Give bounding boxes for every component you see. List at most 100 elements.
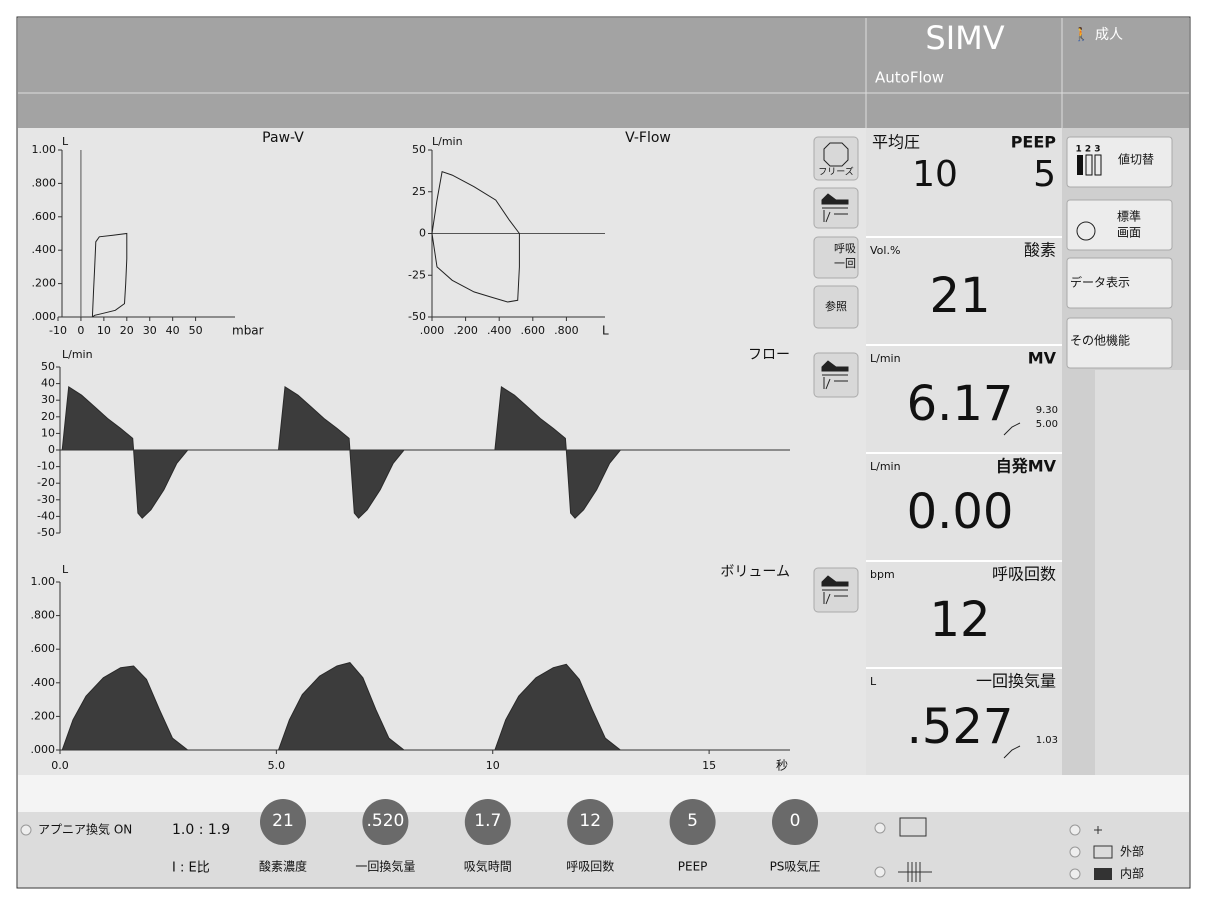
freeze-icon <box>823 142 849 167</box>
y-tick-label: -50 <box>408 310 426 323</box>
menu-panel-fill <box>1095 370 1189 775</box>
menu-label: 画面 <box>1117 226 1141 240</box>
y-tick-label: 50 <box>41 360 55 373</box>
single-breath-button[interactable] <box>813 236 859 279</box>
status-light <box>874 866 886 878</box>
battery-icon <box>1093 845 1113 859</box>
menu-label: データ表示 <box>1070 275 1130 290</box>
setting-knob[interactable] <box>464 799 511 845</box>
y-tick-label: -50 <box>37 526 55 539</box>
x-tick-label: 0.0 <box>51 759 69 772</box>
x-tick-label: .400 <box>487 324 512 337</box>
setting-value: 5 <box>687 811 698 831</box>
setting-value: 12 <box>579 811 601 831</box>
y-tick-label: 30 <box>41 393 55 406</box>
patient-icon: 🚶 <box>1073 27 1089 43</box>
reading-value: 6.17 <box>907 376 1014 432</box>
setting-label: 吸気時間 <box>464 859 512 874</box>
setting-label: 酸素濃度 <box>259 859 307 874</box>
menu-button[interactable] <box>1066 136 1173 188</box>
peep-value: 5 <box>1033 154 1056 195</box>
y-unit: L <box>62 563 69 576</box>
y-tick-label: .400 <box>32 243 57 256</box>
reading-label: 酸素 <box>1024 241 1056 260</box>
x-tick-label: 10 <box>97 324 111 337</box>
filter-icon <box>898 862 932 882</box>
freeze-label: フリーズ <box>818 166 854 178</box>
ie-ratio: 1.0 : 1.9 <box>172 822 230 838</box>
limit-icon <box>1003 745 1021 759</box>
setting-value: 21 <box>272 811 294 831</box>
setting-label: PS吸気圧 <box>770 859 821 874</box>
status-light <box>874 822 886 834</box>
setting-label: 呼吸回数 <box>566 859 614 874</box>
mean-pressure-value: 10 <box>912 154 958 195</box>
setting-knob[interactable] <box>260 799 306 845</box>
peep-label: PEEP <box>1011 133 1057 152</box>
y-tick-label: -10 <box>37 460 55 473</box>
header-bar <box>18 18 1189 128</box>
apnea-radio[interactable] <box>20 824 32 836</box>
mode: SIMV <box>925 19 1004 57</box>
reading-value: 21 <box>929 268 990 324</box>
menu-button[interactable] <box>1066 317 1173 369</box>
y-tick-label: 1.00 <box>31 575 56 588</box>
x-tick-label: -10 <box>49 324 67 337</box>
single-breath-label: 一回 <box>834 257 856 270</box>
menu-icon <box>1094 154 1102 176</box>
setting-knob[interactable] <box>567 799 614 845</box>
menu-button[interactable] <box>1066 257 1173 309</box>
reading-unit: L <box>870 675 877 688</box>
external-battery: 外部 <box>1120 844 1144 859</box>
waveform-title: フロー <box>748 347 790 363</box>
waveform-area <box>60 662 787 751</box>
status-light <box>1069 824 1081 836</box>
reading-value: 0.00 <box>907 484 1014 540</box>
menu-label: 値切替 <box>1118 152 1154 167</box>
y-unit: L/min <box>432 135 463 148</box>
reading-label: MV <box>1028 349 1057 368</box>
setting-knob[interactable] <box>669 799 716 845</box>
plug-icon <box>1094 826 1102 834</box>
menu: 1 2 3 値切替 標準 画面 データ表示 その他機能 <box>1066 136 1173 369</box>
reading-limit: 9.30 <box>1036 405 1058 416</box>
humidifier-icon <box>899 817 927 837</box>
x-tick-label: .200 <box>453 324 478 337</box>
y-unit: L/min <box>62 348 93 361</box>
y-tick-label: .000 <box>32 310 57 323</box>
waveform-title: ボリューム <box>720 564 790 580</box>
y-tick-label: .600 <box>31 642 56 655</box>
setting-knob[interactable] <box>772 799 818 845</box>
x-unit: mbar <box>232 324 264 338</box>
y-tick-label: 50 <box>412 143 426 156</box>
time-unit: 秒 <box>776 759 788 773</box>
side-buttons: フリーズ 呼吸 一回 参照 <box>813 136 859 613</box>
loop-title: Paw-V <box>262 130 304 146</box>
ie-label: I : E比 <box>172 861 210 876</box>
reading-label: 一回換気量 <box>976 672 1056 691</box>
setting-knob[interactable] <box>362 799 409 845</box>
y-tick-label: 20 <box>41 410 55 423</box>
reading-unit: L/min <box>870 352 901 365</box>
x-tick-label: .000 <box>420 324 445 337</box>
reading-unit: Vol.% <box>870 244 900 257</box>
loop-title: V-Flow <box>625 130 671 146</box>
layout-icon <box>821 360 849 390</box>
x-tick-label: 30 <box>143 324 157 337</box>
setting-value: .520 <box>366 811 404 831</box>
reference-button[interactable] <box>813 285 859 329</box>
x-tick-label: 40 <box>166 324 180 337</box>
x-unit: L <box>602 324 609 338</box>
y-tick-label: .400 <box>31 676 56 689</box>
setting-value: 0 <box>790 811 801 831</box>
x-tick-label: .600 <box>521 324 546 337</box>
y-tick-label: .800 <box>32 176 57 189</box>
menu-button[interactable] <box>1066 199 1173 251</box>
setting-label: 一回換気量 <box>355 859 415 874</box>
y-tick-label: -25 <box>408 268 426 281</box>
loop-curve <box>91 232 128 318</box>
setting-value: 1.7 <box>474 811 501 831</box>
loop-curve <box>431 171 520 303</box>
x-tick-label: 10 <box>486 759 500 772</box>
